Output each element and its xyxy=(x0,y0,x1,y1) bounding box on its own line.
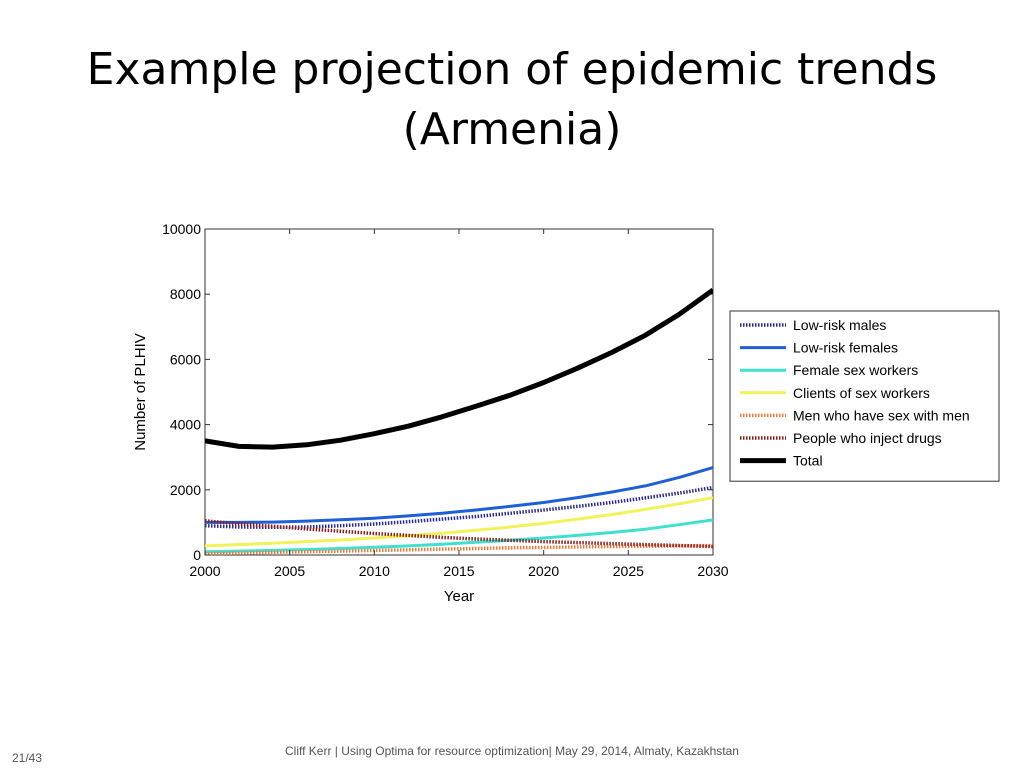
series-group xyxy=(205,287,713,555)
legend-box xyxy=(729,310,1000,482)
legend-label-5: People who inject drugs xyxy=(793,430,942,446)
legend-label-1: Low-risk females xyxy=(793,340,898,356)
legend-label-0: Low-risk males xyxy=(793,317,886,333)
x-tick-label: 2020 xyxy=(528,563,559,579)
y-tick-label: 4000 xyxy=(170,417,201,433)
slide-title-line2: (Armenia) xyxy=(402,104,622,155)
x-tick-label: 2000 xyxy=(189,563,220,579)
x-tick-label: 2030 xyxy=(697,563,728,579)
slide-footer: Cliff Kerr | Using Optima for resource o… xyxy=(285,744,739,758)
legend-label-3: Clients of sex workers xyxy=(793,385,930,401)
series-line-6 xyxy=(205,287,713,450)
y-tick-label: 10000 xyxy=(162,221,201,237)
plot-area xyxy=(204,228,714,556)
series-line-3 xyxy=(205,496,713,548)
legend-label-6: Total xyxy=(793,453,823,469)
x-tick-label: 2010 xyxy=(359,563,390,579)
x-tick-label: 2005 xyxy=(274,563,305,579)
x-tick-label: 2015 xyxy=(443,563,474,579)
legend-label-4: Men who have sex with men xyxy=(793,407,970,423)
series-line-2 xyxy=(205,518,713,554)
legend-label-2: Female sex workers xyxy=(793,362,918,378)
x-tick-label: 2025 xyxy=(613,563,644,579)
y-tick-label: 2000 xyxy=(170,482,201,498)
y-axis-label: Number of PLHIV xyxy=(132,333,149,451)
series-line-1 xyxy=(205,466,713,524)
series-line-5 xyxy=(205,519,713,549)
y-tick-label: 0 xyxy=(193,547,201,563)
x-axis-label: Year xyxy=(444,588,474,605)
page-number: 21/43 xyxy=(12,751,43,765)
slide-title-line1: Example projection of epidemic trends xyxy=(86,44,938,95)
slide-title: Example projection of epidemic trends (A… xyxy=(0,40,1024,160)
y-tick-label: 6000 xyxy=(170,351,201,367)
y-tick-label: 8000 xyxy=(170,286,201,302)
